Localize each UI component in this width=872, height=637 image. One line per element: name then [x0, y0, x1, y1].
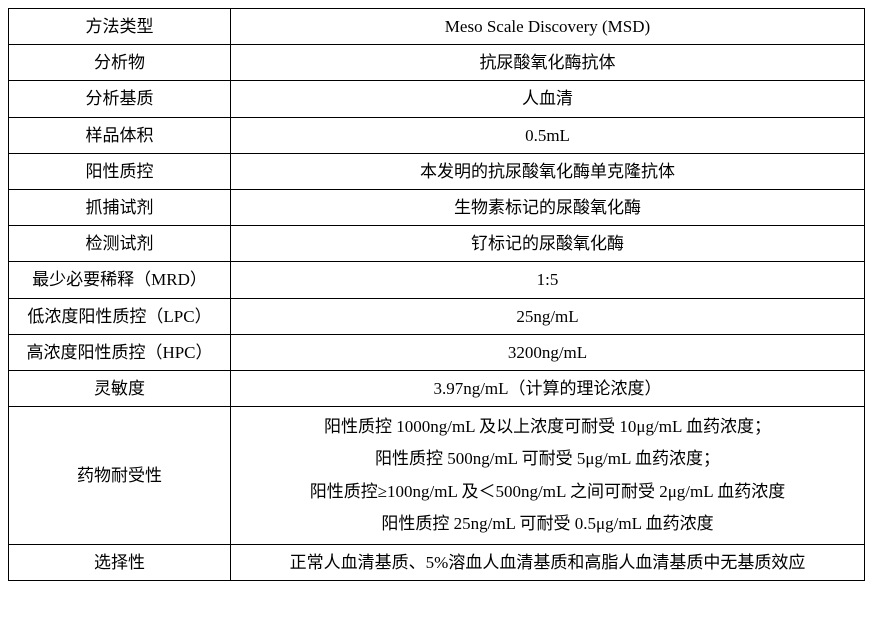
table-row: 分析物 抗尿酸氧化酶抗体 — [9, 45, 865, 81]
row-value: 3.97ng/mL（计算的理论浓度） — [231, 370, 865, 406]
table-row: 高浓度阳性质控（HPC） 3200ng/mL — [9, 334, 865, 370]
row-label: 低浓度阳性质控（LPC） — [9, 298, 231, 334]
row-label: 检测试剂 — [9, 226, 231, 262]
row-value: 正常人血清基质、5%溶血人血清基质和高脂人血清基质中无基质效应 — [231, 545, 865, 581]
table-row: 阳性质控 本发明的抗尿酸氧化酶单克隆抗体 — [9, 153, 865, 189]
row-value: 25ng/mL — [231, 298, 865, 334]
row-value: 人血清 — [231, 81, 865, 117]
row-value: 阳性质控 1000ng/mL 及以上浓度可耐受 10μg/mL 血药浓度；阳性质… — [231, 407, 865, 545]
table-row: 低浓度阳性质控（LPC） 25ng/mL — [9, 298, 865, 334]
row-value: 生物素标记的尿酸氧化酶 — [231, 189, 865, 225]
row-label: 抓捕试剂 — [9, 189, 231, 225]
table-row: 检测试剂 钌标记的尿酸氧化酶 — [9, 226, 865, 262]
table-row: 选择性 正常人血清基质、5%溶血人血清基质和高脂人血清基质中无基质效应 — [9, 545, 865, 581]
table-row: 抓捕试剂 生物素标记的尿酸氧化酶 — [9, 189, 865, 225]
table-row: 分析基质 人血清 — [9, 81, 865, 117]
table-row: 最少必要稀释（MRD） 1:5 — [9, 262, 865, 298]
row-value: 1:5 — [231, 262, 865, 298]
row-label: 方法类型 — [9, 9, 231, 45]
row-value: 钌标记的尿酸氧化酶 — [231, 226, 865, 262]
row-label: 药物耐受性 — [9, 407, 231, 545]
row-value: 3200ng/mL — [231, 334, 865, 370]
row-value: 本发明的抗尿酸氧化酶单克隆抗体 — [231, 153, 865, 189]
spec-table: 方法类型 Meso Scale Discovery (MSD) 分析物 抗尿酸氧… — [8, 8, 865, 581]
row-label: 灵敏度 — [9, 370, 231, 406]
table-row: 样品体积 0.5mL — [9, 117, 865, 153]
table-row: 方法类型 Meso Scale Discovery (MSD) — [9, 9, 865, 45]
row-label: 样品体积 — [9, 117, 231, 153]
row-label: 选择性 — [9, 545, 231, 581]
row-label: 最少必要稀释（MRD） — [9, 262, 231, 298]
row-value: 0.5mL — [231, 117, 865, 153]
row-value: Meso Scale Discovery (MSD) — [231, 9, 865, 45]
row-label: 分析物 — [9, 45, 231, 81]
row-label: 分析基质 — [9, 81, 231, 117]
row-label: 高浓度阳性质控（HPC） — [9, 334, 231, 370]
row-label: 阳性质控 — [9, 153, 231, 189]
table-body: 方法类型 Meso Scale Discovery (MSD) 分析物 抗尿酸氧… — [9, 9, 865, 581]
row-value: 抗尿酸氧化酶抗体 — [231, 45, 865, 81]
table-row: 药物耐受性 阳性质控 1000ng/mL 及以上浓度可耐受 10μg/mL 血药… — [9, 407, 865, 545]
table-row: 灵敏度 3.97ng/mL（计算的理论浓度） — [9, 370, 865, 406]
